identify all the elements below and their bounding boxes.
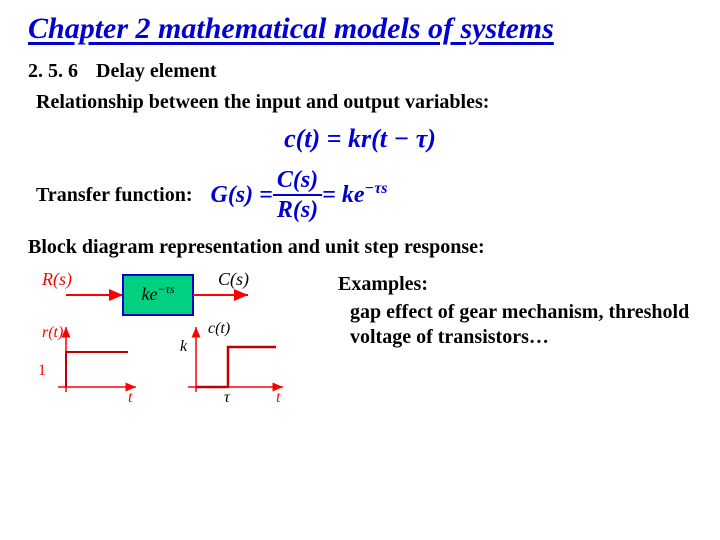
- relationship-label: Relationship between the input and outpu…: [36, 91, 692, 114]
- section-name: Delay element: [96, 60, 217, 82]
- svg-text:t: t: [128, 389, 133, 406]
- diagram-area: ke−τs R(s) C(s) r(t) 1 t c(t) k: [28, 267, 328, 417]
- svg-text:t: t: [276, 389, 281, 406]
- examples-body: gap effect of gear mechanism, threshold …: [350, 300, 692, 350]
- svg-text:τ: τ: [224, 389, 231, 406]
- time-domain-equation: c(t) = kr(t − τ): [28, 124, 692, 154]
- svg-text:1: 1: [38, 362, 46, 379]
- block-diagram-label: Block diagram representation and unit st…: [28, 236, 692, 259]
- svg-text:k: k: [180, 338, 188, 355]
- tf-equation: G(s) = C(s) R(s) = ke−τs: [210, 168, 387, 222]
- svg-text:R(s): R(s): [41, 269, 72, 290]
- section-heading: 2. 5. 6 Delay element: [28, 60, 692, 83]
- section-number: 2. 5. 6: [28, 60, 78, 82]
- tf-label: Transfer function:: [36, 184, 192, 207]
- transfer-function-row: Transfer function: G(s) = C(s) R(s) = ke…: [36, 168, 692, 222]
- svg-text:c(t): c(t): [208, 320, 230, 337]
- svg-text:r(t): r(t): [42, 324, 63, 341]
- svg-text:C(s): C(s): [218, 269, 249, 290]
- chapter-title: Chapter 2 mathematical models of systems: [28, 12, 692, 46]
- examples-heading: Examples:: [338, 273, 692, 296]
